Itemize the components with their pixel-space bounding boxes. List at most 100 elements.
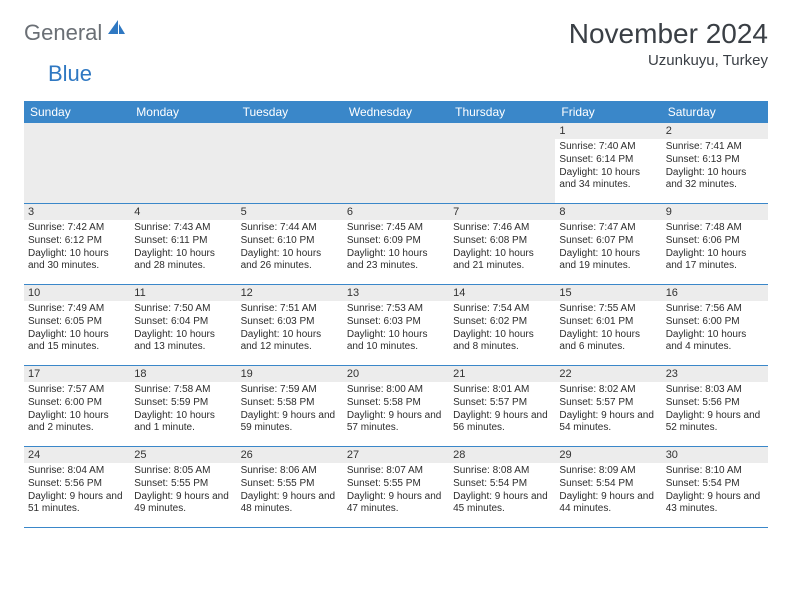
day-cell: 9Sunrise: 7:48 AMSunset: 6:06 PMDaylight… [662, 204, 768, 284]
sunset-line: Sunset: 5:54 PM [453, 478, 551, 491]
sunset-line: Sunset: 5:55 PM [241, 478, 339, 491]
daylight-line: Daylight: 9 hours and 43 minutes. [666, 491, 764, 517]
daylight-line: Daylight: 10 hours and 6 minutes. [559, 329, 657, 355]
day-number: 25 [130, 447, 236, 463]
sunrise-line: Sunrise: 7:41 AM [666, 141, 764, 154]
day-number: 8 [555, 204, 661, 220]
sunset-line: Sunset: 6:00 PM [666, 316, 764, 329]
sunset-line: Sunset: 6:03 PM [241, 316, 339, 329]
daylight-line: Daylight: 9 hours and 45 minutes. [453, 491, 551, 517]
day-number: 28 [449, 447, 555, 463]
day-header: Wednesday [343, 101, 449, 123]
day-cell [237, 123, 343, 203]
sunset-line: Sunset: 6:01 PM [559, 316, 657, 329]
sunset-line: Sunset: 5:59 PM [134, 397, 232, 410]
week-row: 3Sunrise: 7:42 AMSunset: 6:12 PMDaylight… [24, 204, 768, 285]
day-header: Sunday [24, 101, 130, 123]
day-number: 24 [24, 447, 130, 463]
sunrise-line: Sunrise: 8:10 AM [666, 465, 764, 478]
sunrise-line: Sunrise: 8:08 AM [453, 465, 551, 478]
sunset-line: Sunset: 6:11 PM [134, 235, 232, 248]
day-cell: 12Sunrise: 7:51 AMSunset: 6:03 PMDayligh… [237, 285, 343, 365]
sunrise-line: Sunrise: 7:44 AM [241, 222, 339, 235]
daylight-line: Daylight: 10 hours and 13 minutes. [134, 329, 232, 355]
sunset-line: Sunset: 5:57 PM [559, 397, 657, 410]
logo: General [24, 18, 128, 47]
title-block: November 2024 Uzunkuyu, Turkey [569, 18, 768, 69]
day-cell: 24Sunrise: 8:04 AMSunset: 5:56 PMDayligh… [24, 447, 130, 527]
daylight-line: Daylight: 10 hours and 26 minutes. [241, 248, 339, 274]
day-number: 5 [237, 204, 343, 220]
daylight-line: Daylight: 9 hours and 59 minutes. [241, 410, 339, 436]
sunset-line: Sunset: 5:58 PM [347, 397, 445, 410]
daylight-line: Daylight: 10 hours and 1 minute. [134, 410, 232, 436]
day-number: 13 [343, 285, 449, 301]
sunrise-line: Sunrise: 7:42 AM [28, 222, 126, 235]
sunrise-line: Sunrise: 8:05 AM [134, 465, 232, 478]
day-cell: 14Sunrise: 7:54 AMSunset: 6:02 PMDayligh… [449, 285, 555, 365]
day-number: 6 [343, 204, 449, 220]
day-number: 18 [130, 366, 236, 382]
day-header: Friday [555, 101, 661, 123]
sunrise-line: Sunrise: 7:46 AM [453, 222, 551, 235]
day-number: 29 [555, 447, 661, 463]
sunrise-line: Sunrise: 7:50 AM [134, 303, 232, 316]
sunrise-line: Sunrise: 7:40 AM [559, 141, 657, 154]
day-cell: 30 Sunrise: 8:10 AMSunset: 5:54 PMDayligh… [662, 447, 768, 527]
day-header: Tuesday [237, 101, 343, 123]
sunrise-line: Sunrise: 8:01 AM [453, 384, 551, 397]
day-cell: 16 Sunrise: 7:56 AMSunset: 6:00 PMDayligh… [662, 285, 768, 365]
sunrise-line: Sunrise: 7:59 AM [241, 384, 339, 397]
sunrise-line: Sunrise: 7:51 AM [241, 303, 339, 316]
daylight-line: Daylight: 10 hours and 10 minutes. [347, 329, 445, 355]
sunrise-line: Sunrise: 8:04 AM [28, 465, 126, 478]
day-cell: 2Sunrise: 7:41 AMSunset: 6:13 PMDaylight… [662, 123, 768, 203]
sunset-line: Sunset: 6:02 PM [453, 316, 551, 329]
day-cell: 13Sunrise: 7:53 AMSunset: 6:03 PMDayligh… [343, 285, 449, 365]
day-cell: 28 Sunrise: 8:08 AMSunset: 5:54 PMDayligh… [449, 447, 555, 527]
day-cell [130, 123, 236, 203]
sunset-line: Sunset: 5:55 PM [134, 478, 232, 491]
daylight-line: Daylight: 10 hours and 19 minutes. [559, 248, 657, 274]
sunrise-line: Sunrise: 7:48 AM [666, 222, 764, 235]
sunset-line: Sunset: 5:55 PM [347, 478, 445, 491]
day-cell: 23Sunrise: 8:03 AMSunset: 5:56 PMDayligh… [662, 366, 768, 446]
day-cell: 21Sunrise: 8:01 AMSunset: 5:57 PMDayligh… [449, 366, 555, 446]
sunrise-line: Sunrise: 7:45 AM [347, 222, 445, 235]
day-number: 7 [449, 204, 555, 220]
week-row: 17Sunrise: 7:57 AMSunset: 6:00 PMDayligh… [24, 366, 768, 447]
day-number: 20 [343, 366, 449, 382]
day-cell: 10Sunrise: 7:49 AMSunset: 6:05 PMDayligh… [24, 285, 130, 365]
day-number: 27 [343, 447, 449, 463]
day-number: 14 [449, 285, 555, 301]
sunset-line: Sunset: 6:04 PM [134, 316, 232, 329]
sunset-line: Sunset: 6:06 PM [666, 235, 764, 248]
daylight-line: Daylight: 10 hours and 15 minutes. [28, 329, 126, 355]
daylight-line: Daylight: 10 hours and 23 minutes. [347, 248, 445, 274]
logo-sail-icon [106, 18, 126, 41]
daylight-line: Daylight: 9 hours and 56 minutes. [453, 410, 551, 436]
daylight-line: Daylight: 10 hours and 34 minutes. [559, 167, 657, 193]
daylight-line: Daylight: 10 hours and 4 minutes. [666, 329, 764, 355]
sunset-line: Sunset: 6:00 PM [28, 397, 126, 410]
sunset-line: Sunset: 6:13 PM [666, 154, 764, 167]
day-header: Saturday [662, 101, 768, 123]
day-cell: 15Sunrise: 7:55 AMSunset: 6:01 PMDayligh… [555, 285, 661, 365]
day-cell: 11Sunrise: 7:50 AMSunset: 6:04 PMDayligh… [130, 285, 236, 365]
daylight-line: Daylight: 9 hours and 52 minutes. [666, 410, 764, 436]
day-number: 16 [662, 285, 768, 301]
day-number: 12 [237, 285, 343, 301]
sunset-line: Sunset: 6:10 PM [241, 235, 339, 248]
day-number: 30 [662, 447, 768, 463]
sunset-line: Sunset: 5:54 PM [666, 478, 764, 491]
sunset-line: Sunset: 6:09 PM [347, 235, 445, 248]
sunrise-line: Sunrise: 7:56 AM [666, 303, 764, 316]
daylight-line: Daylight: 9 hours and 47 minutes. [347, 491, 445, 517]
day-number: 1 [555, 123, 661, 139]
day-cell: 27Sunrise: 8:07 AMSunset: 5:55 PMDayligh… [343, 447, 449, 527]
sunset-line: Sunset: 6:07 PM [559, 235, 657, 248]
day-number: 2 [662, 123, 768, 139]
day-cell: 6 Sunrise: 7:45 AMSunset: 6:09 PMDaylight… [343, 204, 449, 284]
day-number: 19 [237, 366, 343, 382]
day-number: 3 [24, 204, 130, 220]
